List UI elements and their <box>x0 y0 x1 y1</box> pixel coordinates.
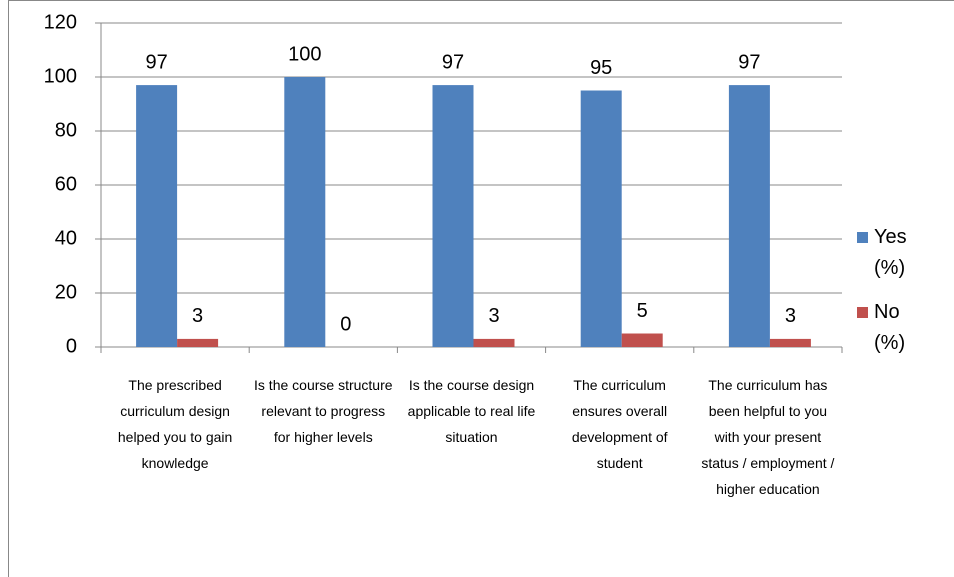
data-label: 0 <box>340 313 351 335</box>
bar <box>177 338 219 347</box>
legend-swatch <box>857 232 868 243</box>
legend-swatch <box>857 307 868 318</box>
data-label: 3 <box>785 305 796 327</box>
bar <box>473 338 515 347</box>
bar <box>284 77 326 347</box>
x-tick-label: The curriculum ensures overall developme… <box>571 377 668 471</box>
data-label: 100 <box>288 43 321 65</box>
data-label: 95 <box>590 57 612 79</box>
bar <box>432 85 474 347</box>
legend-label: No (%) <box>874 301 906 354</box>
y-tick-label: 80 <box>55 119 77 141</box>
data-label: 3 <box>488 305 499 327</box>
bar <box>580 90 622 347</box>
bar <box>769 338 811 347</box>
y-tick-label: 120 <box>44 11 77 33</box>
bar <box>136 85 178 347</box>
y-tick-label: 20 <box>55 281 77 303</box>
bar <box>728 85 770 347</box>
x-tick-label: Is the course structure relevant to prog… <box>254 377 393 445</box>
y-tick-label: 60 <box>55 173 77 195</box>
data-label: 97 <box>145 51 167 73</box>
data-label: 97 <box>738 51 760 73</box>
data-label: 3 <box>192 305 203 327</box>
y-tick-label: 40 <box>55 227 77 249</box>
x-tick-label: Is the course design applicable to real … <box>407 377 536 445</box>
data-label: 5 <box>637 300 648 322</box>
bar <box>621 333 663 347</box>
y-tick-label: 0 <box>66 335 77 357</box>
x-tick-label: The prescribed curriculum design helped … <box>117 377 233 471</box>
chart-border <box>8 0 954 577</box>
legend-label: Yes (%) <box>874 226 907 279</box>
y-tick-label: 100 <box>44 65 77 87</box>
x-tick-label: The curriculum has been helpful to you w… <box>701 377 835 497</box>
data-label: 97 <box>442 51 464 73</box>
